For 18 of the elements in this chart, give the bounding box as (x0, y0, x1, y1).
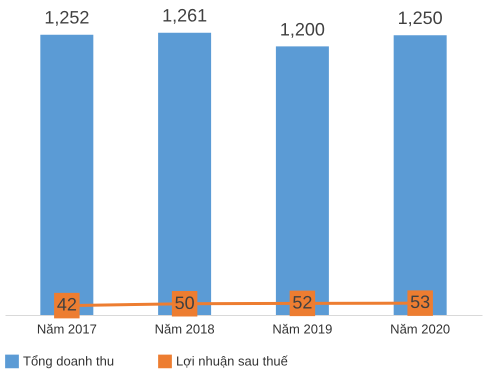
bar (394, 35, 447, 315)
data-label: 50 (174, 292, 195, 313)
data-label: 1,261 (162, 6, 208, 26)
data-label: 1,250 (398, 8, 443, 28)
legend-label: Lợi nhuận sau thuế (176, 353, 289, 368)
x-tick-label: Năm 2020 (390, 322, 450, 336)
data-label: 42 (56, 294, 77, 315)
data-label: 52 (292, 292, 312, 312)
data-label: 1,200 (280, 19, 325, 40)
x-tick-label: Năm 2019 (272, 322, 332, 336)
bar (158, 32, 212, 315)
bar (40, 34, 94, 315)
legend-label: Tổng doanh thu (23, 353, 114, 368)
x-tick-label: Năm 2018 (154, 322, 215, 336)
x-tick-label: Năm 2017 (36, 322, 97, 336)
data-label: 1,252 (44, 8, 90, 28)
data-label: 53 (410, 292, 430, 312)
bar (276, 46, 329, 315)
